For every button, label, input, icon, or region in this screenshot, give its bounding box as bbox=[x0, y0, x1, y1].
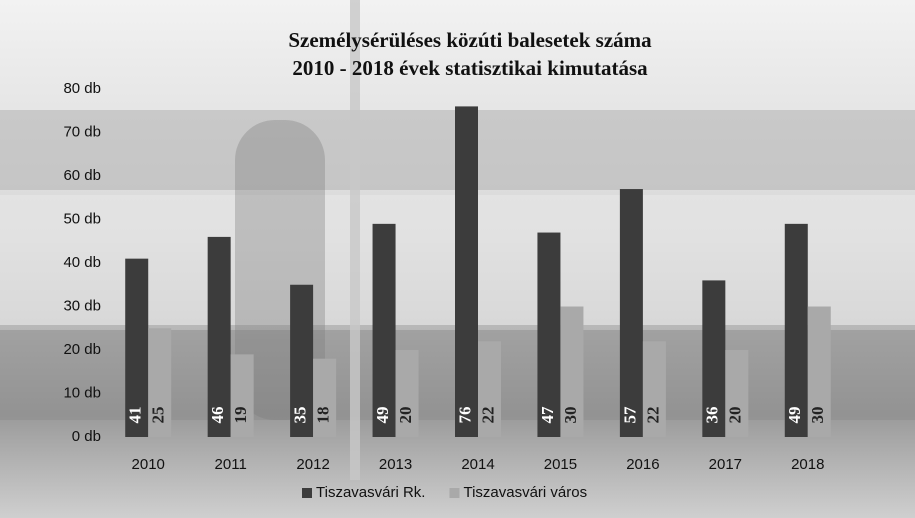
bar bbox=[725, 350, 749, 437]
bar bbox=[619, 189, 643, 437]
bar bbox=[537, 232, 561, 437]
y-tick-label: 60 db bbox=[63, 167, 101, 184]
bar bbox=[372, 223, 396, 437]
y-tick-label: 30 db bbox=[63, 297, 101, 314]
data-label: 57 bbox=[620, 406, 639, 424]
bar bbox=[230, 354, 254, 437]
legend-label: Tiszavasvári város bbox=[463, 484, 587, 501]
bar bbox=[784, 223, 808, 437]
bar bbox=[290, 284, 314, 437]
data-label: 18 bbox=[314, 407, 333, 424]
legend-swatch bbox=[449, 488, 460, 498]
x-tick-label: 2014 bbox=[461, 456, 494, 473]
bar bbox=[207, 236, 231, 437]
bar bbox=[455, 106, 478, 438]
data-label: 22 bbox=[643, 407, 662, 424]
x-tick-label: 2018 bbox=[791, 456, 824, 473]
data-label: 46 bbox=[208, 407, 227, 424]
y-tick-label: 0 db bbox=[72, 428, 101, 445]
data-label: 36 bbox=[703, 407, 722, 424]
legend-label: Tiszavasvári Rk. bbox=[316, 484, 425, 501]
data-label: 76 bbox=[455, 407, 474, 424]
y-tick-label: 20 db bbox=[63, 341, 101, 358]
background-pole bbox=[350, 0, 360, 480]
data-label: 22 bbox=[478, 407, 497, 424]
bar bbox=[807, 306, 831, 437]
y-tick-label: 40 db bbox=[63, 254, 101, 271]
data-label: 20 bbox=[396, 407, 415, 424]
data-label: 49 bbox=[785, 407, 804, 424]
bar bbox=[642, 341, 666, 437]
x-tick-label: 2015 bbox=[544, 456, 577, 473]
data-label: 19 bbox=[231, 407, 250, 424]
chart-subtitle: 2010 - 2018 évek statisztikai kimutatása bbox=[292, 56, 648, 80]
chart-title: Személysérüléses közúti balesetek száma bbox=[288, 28, 652, 52]
data-label: 41 bbox=[126, 407, 145, 424]
bar bbox=[560, 306, 584, 437]
data-label: 30 bbox=[561, 407, 580, 424]
data-label: 49 bbox=[373, 407, 392, 424]
y-tick-label: 10 db bbox=[63, 384, 101, 401]
data-label: 30 bbox=[808, 407, 827, 424]
legend-swatch bbox=[302, 488, 312, 498]
x-tick-label: 2011 bbox=[215, 456, 247, 473]
x-tick-label: 2017 bbox=[709, 456, 742, 473]
x-tick-label: 2016 bbox=[626, 456, 659, 473]
x-tick-label: 2010 bbox=[132, 456, 165, 473]
bar bbox=[125, 258, 149, 437]
bar bbox=[702, 280, 726, 437]
y-tick-label: 80 db bbox=[63, 80, 101, 97]
data-label: 35 bbox=[291, 407, 310, 424]
data-label: 20 bbox=[726, 407, 745, 424]
x-tick-label: 2012 bbox=[296, 456, 329, 473]
y-tick-label: 50 db bbox=[63, 210, 101, 227]
bar bbox=[148, 328, 172, 437]
bar bbox=[478, 341, 501, 437]
bar bbox=[395, 350, 419, 437]
y-tick-label: 70 db bbox=[63, 123, 101, 140]
bar bbox=[313, 358, 337, 437]
data-label: 25 bbox=[149, 407, 168, 424]
x-tick-label: 2013 bbox=[379, 456, 412, 473]
data-label: 47 bbox=[538, 406, 557, 424]
